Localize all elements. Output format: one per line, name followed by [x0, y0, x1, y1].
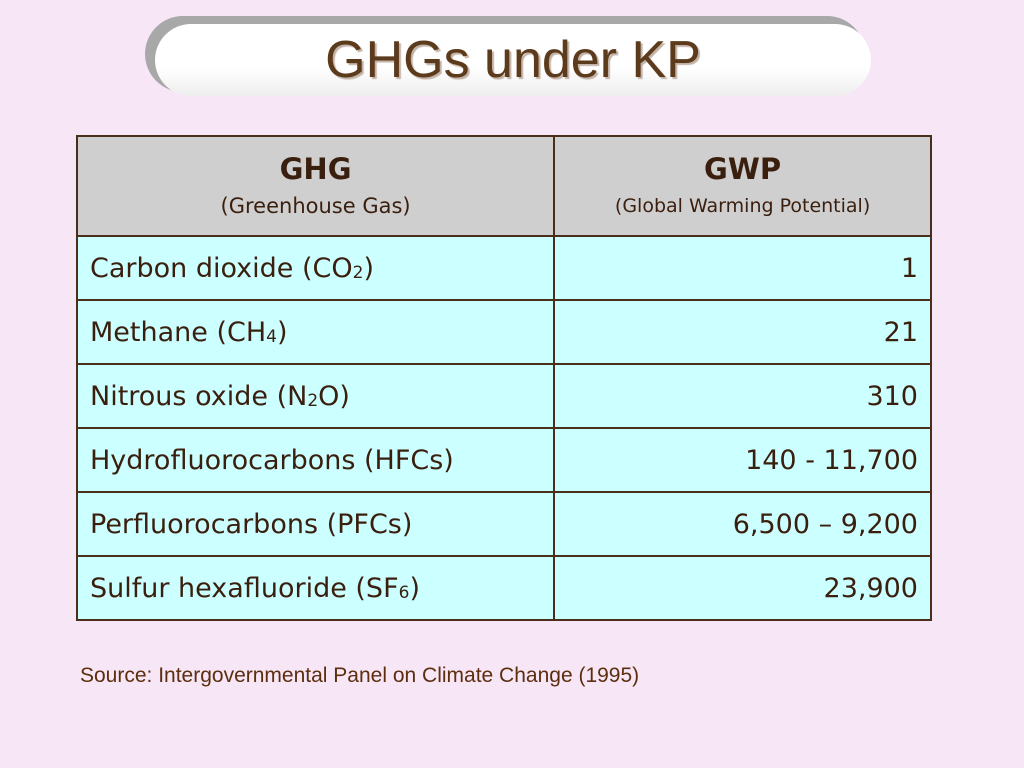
table-row: Carbon dioxide (CO2) 1	[75, 235, 932, 301]
table-header-row: GHG (Greenhouse Gas) GWP (Global Warming…	[75, 135, 932, 237]
gwp-value: 23,900	[553, 555, 932, 621]
ghg-table: GHG (Greenhouse Gas) GWP (Global Warming…	[75, 135, 932, 621]
gas-subscript: 2	[307, 390, 319, 411]
slide-title: GHGs under KP	[325, 31, 701, 89]
gas-name: Sulfur hexafluoride (SF	[90, 572, 399, 604]
gas-name-cell: Perfluorocarbons (PFCs)	[75, 491, 556, 557]
table-row: Methane (CH4) 21	[75, 299, 932, 365]
gas-name: Methane (CH	[90, 316, 267, 348]
gwp-value: 6,500 – 9,200	[553, 491, 932, 557]
table-row: Sulfur hexafluoride (SF6) 23,900	[75, 555, 932, 621]
header-ghg: GHG (Greenhouse Gas)	[75, 135, 556, 237]
gas-name-cell: Sulfur hexafluoride (SF6)	[75, 555, 556, 621]
gas-subscript: 4	[266, 326, 277, 347]
header-ghg-title: GHG	[279, 152, 352, 186]
gas-name-end: O)	[318, 380, 350, 412]
gwp-value: 21	[553, 299, 932, 365]
gas-name: Perfluorocarbons (PFCs)	[90, 508, 413, 540]
gas-name-end: )	[409, 572, 420, 604]
gas-name-end: )	[276, 316, 288, 348]
title-banner: GHGs under KP	[155, 24, 871, 96]
gas-subscript: 6	[398, 582, 410, 603]
table-row: Nitrous oxide (N2O) 310	[75, 363, 932, 429]
gas-name-cell: Carbon dioxide (CO2)	[75, 235, 556, 301]
gas-name-end: )	[363, 252, 375, 284]
gas-name: Carbon dioxide (CO	[90, 252, 353, 284]
gas-name: Hydrofluorocarbons (HFCs)	[90, 444, 454, 476]
header-ghg-subtitle: (Greenhouse Gas)	[220, 194, 411, 218]
table-row: Perfluorocarbons (PFCs) 6,500 – 9,200	[75, 491, 932, 557]
header-gwp-subtitle: (Global Warming Potential)	[614, 195, 871, 217]
gas-name-cell: Methane (CH4)	[75, 299, 556, 365]
gwp-value: 310	[553, 363, 932, 429]
header-gwp: GWP (Global Warming Potential)	[553, 135, 932, 237]
table-row: Hydrofluorocarbons (HFCs) 140 - 11,700	[75, 427, 932, 493]
gas-name-cell: Hydrofluorocarbons (HFCs)	[75, 427, 556, 493]
gwp-value: 1	[553, 235, 932, 301]
gas-name-cell: Nitrous oxide (N2O)	[75, 363, 556, 429]
gwp-value: 140 - 11,700	[553, 427, 932, 493]
gas-name: Nitrous oxide (N	[90, 380, 308, 412]
source-citation: Source: Intergovernmental Panel on Clima…	[80, 664, 640, 687]
gas-subscript: 2	[352, 262, 364, 283]
header-gwp-title: GWP	[704, 152, 782, 186]
